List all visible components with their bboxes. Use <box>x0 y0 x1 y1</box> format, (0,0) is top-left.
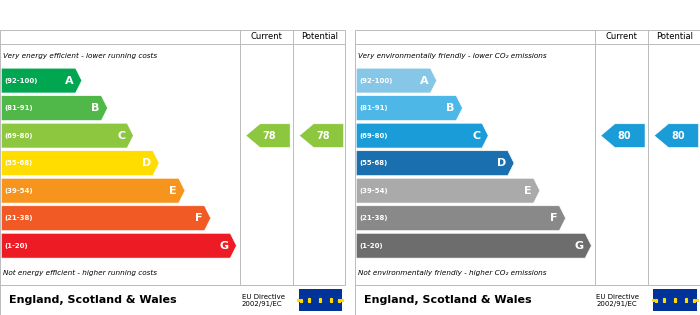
Text: D: D <box>142 158 151 168</box>
Text: A: A <box>420 76 428 86</box>
Text: Energy Efficiency Rating: Energy Efficiency Rating <box>81 9 264 21</box>
Text: (55-68): (55-68) <box>4 160 32 166</box>
Text: (69-80): (69-80) <box>359 133 388 139</box>
Text: England, Scotland & Wales: England, Scotland & Wales <box>363 295 531 305</box>
Text: (1-20): (1-20) <box>359 243 383 249</box>
Polygon shape <box>356 151 514 175</box>
Polygon shape <box>1 68 82 93</box>
Text: (81-91): (81-91) <box>4 105 33 111</box>
Text: Not energy efficient - higher running costs: Not energy efficient - higher running co… <box>3 270 157 276</box>
Text: 80: 80 <box>617 131 631 140</box>
Text: F: F <box>195 213 203 223</box>
Text: G: G <box>219 241 228 251</box>
Bar <box>653 289 696 312</box>
Polygon shape <box>356 178 540 203</box>
Text: C: C <box>473 131 480 140</box>
Text: Current: Current <box>606 32 638 42</box>
Text: G: G <box>574 241 583 251</box>
Polygon shape <box>1 96 108 120</box>
Text: B: B <box>91 103 99 113</box>
Polygon shape <box>356 68 437 93</box>
Text: EU Directive
2002/91/EC: EU Directive 2002/91/EC <box>596 294 640 306</box>
Text: Very environmentally friendly - lower CO₂ emissions: Very environmentally friendly - lower CO… <box>358 53 546 59</box>
Polygon shape <box>356 206 566 231</box>
Text: A: A <box>65 76 74 86</box>
Text: B: B <box>446 103 454 113</box>
Text: (21-38): (21-38) <box>4 215 33 221</box>
Text: (69-80): (69-80) <box>4 133 33 139</box>
Polygon shape <box>1 233 237 258</box>
Text: 78: 78 <box>262 131 276 140</box>
Text: F: F <box>550 213 558 223</box>
Text: (1-20): (1-20) <box>4 243 28 249</box>
Text: C: C <box>118 131 125 140</box>
Polygon shape <box>356 96 463 120</box>
Text: (39-54): (39-54) <box>359 188 388 194</box>
Text: D: D <box>497 158 506 168</box>
Bar <box>298 289 342 312</box>
Text: Not environmentally friendly - higher CO₂ emissions: Not environmentally friendly - higher CO… <box>358 270 546 276</box>
Text: E: E <box>169 186 177 196</box>
Text: E: E <box>524 186 532 196</box>
Polygon shape <box>1 178 185 203</box>
Text: (39-54): (39-54) <box>4 188 33 194</box>
Polygon shape <box>356 123 488 148</box>
Polygon shape <box>356 233 592 258</box>
Text: (92-100): (92-100) <box>4 77 38 83</box>
Text: 80: 80 <box>671 131 685 140</box>
Text: (55-68): (55-68) <box>359 160 387 166</box>
Polygon shape <box>1 206 211 231</box>
Text: England, Scotland & Wales: England, Scotland & Wales <box>8 295 176 305</box>
Text: Very energy efficient - lower running costs: Very energy efficient - lower running co… <box>3 53 157 59</box>
Text: Potential: Potential <box>302 32 339 42</box>
Polygon shape <box>300 124 344 147</box>
Polygon shape <box>601 124 645 147</box>
Text: Environmental Impact (CO₂) Rating: Environmental Impact (CO₂) Rating <box>396 9 659 21</box>
Text: (21-38): (21-38) <box>359 215 388 221</box>
Text: (81-91): (81-91) <box>359 105 388 111</box>
Text: (92-100): (92-100) <box>359 77 393 83</box>
Text: Current: Current <box>251 32 283 42</box>
Text: EU Directive
2002/91/EC: EU Directive 2002/91/EC <box>241 294 285 306</box>
Text: Potential: Potential <box>657 32 694 42</box>
Polygon shape <box>1 123 133 148</box>
Polygon shape <box>654 124 699 147</box>
Polygon shape <box>246 124 290 147</box>
Text: 78: 78 <box>316 131 330 140</box>
Polygon shape <box>1 151 159 175</box>
